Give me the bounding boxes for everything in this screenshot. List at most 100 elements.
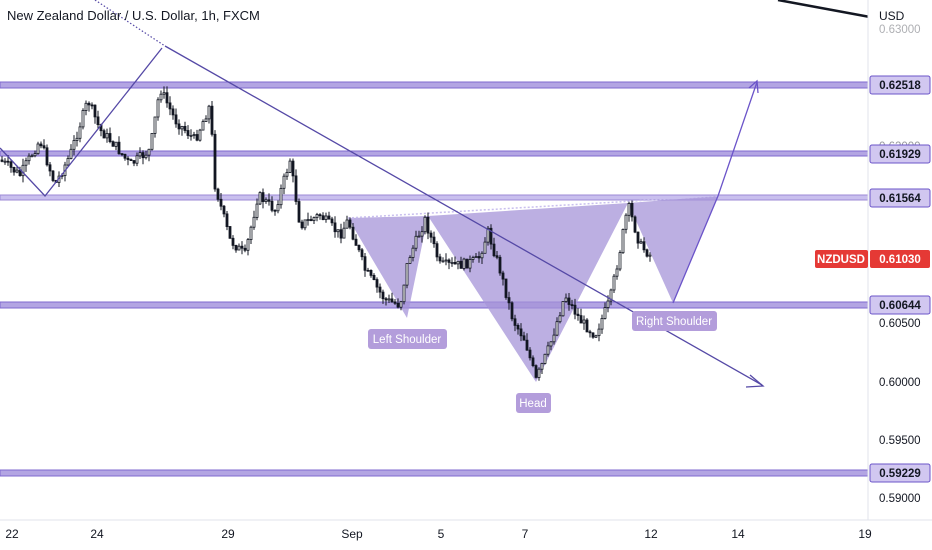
- candle-body: [30, 155, 34, 158]
- candle-body: [45, 147, 49, 166]
- y-tick-0: 0.59000: [879, 493, 921, 505]
- candle-body: [204, 118, 208, 123]
- level-tag-61564: [869, 188, 931, 208]
- candle-body: [225, 213, 229, 227]
- x-tick-2: 29: [221, 527, 235, 541]
- candle-body: [198, 129, 202, 141]
- candle-body: [363, 256, 367, 271]
- candle-body: [309, 219, 313, 222]
- candle-body: [447, 259, 451, 263]
- left-shoulder-label-bg: [368, 329, 447, 349]
- candle-body: [180, 126, 184, 130]
- candle-body: [567, 297, 571, 305]
- level-tag-61929: [869, 144, 931, 164]
- candle-body: [159, 93, 163, 101]
- candle-body: [459, 260, 463, 269]
- candle-body: [288, 160, 292, 173]
- candle-body: [465, 258, 469, 269]
- candle-body: [642, 241, 646, 251]
- current-price-label: 0.61030: [879, 254, 921, 266]
- candle-body: [393, 301, 397, 304]
- candle-body: [372, 274, 376, 280]
- head-label-bg: [516, 393, 551, 413]
- candle-body: [474, 256, 478, 259]
- candle-body: [96, 116, 100, 126]
- candle-body: [300, 221, 304, 229]
- candle-body: [453, 261, 457, 265]
- candle-body: [39, 143, 43, 147]
- candle-body: [519, 328, 523, 337]
- candle-body: [525, 339, 529, 351]
- candle-body: [27, 155, 31, 162]
- candle-body: [210, 105, 214, 135]
- candle-body: [537, 368, 541, 378]
- candle-body: [462, 258, 466, 269]
- candle-body: [402, 284, 406, 303]
- candle-body: [471, 257, 475, 260]
- candle-body: [192, 134, 196, 136]
- candle-body: [618, 252, 622, 270]
- candle-body: [234, 244, 238, 251]
- candle-body: [105, 133, 109, 139]
- candle-body: [6, 160, 10, 163]
- candle-body: [69, 148, 73, 159]
- candle-body: [585, 319, 589, 333]
- candle-body: [291, 160, 295, 177]
- candle-body: [612, 275, 616, 291]
- candle-body: [357, 244, 361, 251]
- candle-body: [396, 302, 400, 308]
- level-tag-60644: [869, 295, 931, 315]
- candle-body: [426, 216, 430, 234]
- candle-body: [129, 159, 133, 162]
- candle-body: [588, 331, 592, 334]
- candle-body: [114, 141, 118, 147]
- arrow-head-projection: [748, 79, 759, 94]
- candle-body: [351, 226, 355, 240]
- candle-body: [282, 175, 286, 189]
- candle-body: [237, 245, 241, 251]
- candle-body: [186, 130, 190, 136]
- candle-body: [51, 170, 55, 181]
- level-label-60644: 0.60644: [879, 300, 921, 312]
- candle-body: [345, 219, 349, 229]
- candle-body: [12, 166, 16, 173]
- candle-body: [219, 198, 223, 207]
- candle-body: [633, 216, 637, 233]
- candle-body: [162, 92, 166, 95]
- x-tick-1: 24: [90, 527, 104, 541]
- candle-body: [576, 313, 580, 317]
- candle-body: [120, 153, 124, 156]
- head-shoulders-pattern: [347, 195, 719, 382]
- candle-body: [387, 298, 391, 301]
- x-tick-3: Sep: [341, 527, 363, 541]
- candle-body: [342, 227, 346, 239]
- candle-body: [15, 169, 19, 173]
- candle-body: [315, 214, 319, 219]
- candle-body: [306, 219, 310, 221]
- candle-body: [540, 362, 544, 370]
- candle-body: [573, 304, 577, 315]
- level-band-60644: [0, 301, 869, 309]
- candle-body: [390, 298, 394, 303]
- candle-body: [222, 205, 226, 215]
- candle-body: [477, 256, 481, 259]
- candle-body: [297, 201, 301, 223]
- right-shoulder-label-bg: [632, 311, 717, 331]
- candle-body: [360, 249, 364, 258]
- candle-body: [621, 228, 625, 254]
- symbol-tag: [815, 250, 868, 268]
- candle-body: [321, 215, 325, 220]
- left-shoulder-label: Left Shoulder: [373, 334, 442, 346]
- candle-body: [42, 145, 46, 149]
- candle-body: [195, 134, 199, 141]
- currency-label: USD: [879, 9, 905, 23]
- candle-body: [501, 272, 505, 280]
- candle-body: [528, 349, 532, 359]
- x-tick-5: 7: [522, 527, 529, 541]
- price-axis: USD 0.59000 0.59500 0.60000 0.60500 0.62…: [815, 0, 932, 520]
- candle-body: [555, 321, 559, 336]
- candle-body: [126, 157, 130, 160]
- candle-body: [495, 255, 499, 258]
- candle-body: [498, 256, 502, 274]
- x-tick-7: 14: [731, 527, 745, 541]
